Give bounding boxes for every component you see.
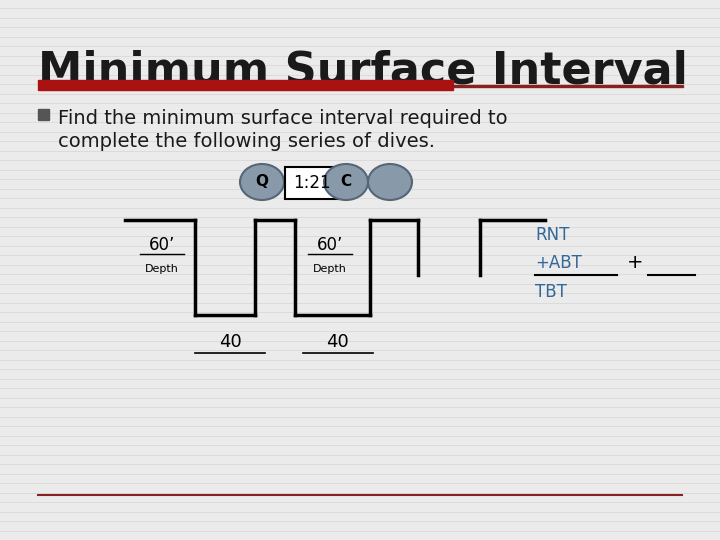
Bar [453, 84, 683, 87]
Text: complete the following series of dives.: complete the following series of dives. [58, 132, 435, 151]
Text: 60’: 60’ [149, 236, 175, 254]
Text: 1:21: 1:21 [293, 174, 330, 192]
Text: RNT: RNT [535, 226, 570, 244]
Text: Depth: Depth [313, 264, 347, 274]
Text: Minimum Surface Interval: Minimum Surface Interval [38, 50, 688, 93]
Text: +ABT: +ABT [535, 254, 582, 272]
Text: +: + [626, 253, 643, 273]
Ellipse shape [240, 164, 284, 200]
Text: 40: 40 [326, 333, 349, 351]
Text: Depth: Depth [145, 264, 179, 274]
Bar [38, 109, 49, 120]
Ellipse shape [324, 164, 368, 200]
FancyBboxPatch shape [285, 167, 339, 199]
Text: TBT: TBT [535, 283, 567, 301]
Text: 40: 40 [219, 333, 241, 351]
Text: 60’: 60’ [317, 236, 343, 254]
Text: Q: Q [256, 174, 269, 190]
Bar [38, 80, 453, 90]
Text: C: C [341, 174, 351, 190]
Ellipse shape [368, 164, 412, 200]
Text: Find the minimum surface interval required to: Find the minimum surface interval requir… [58, 109, 508, 128]
